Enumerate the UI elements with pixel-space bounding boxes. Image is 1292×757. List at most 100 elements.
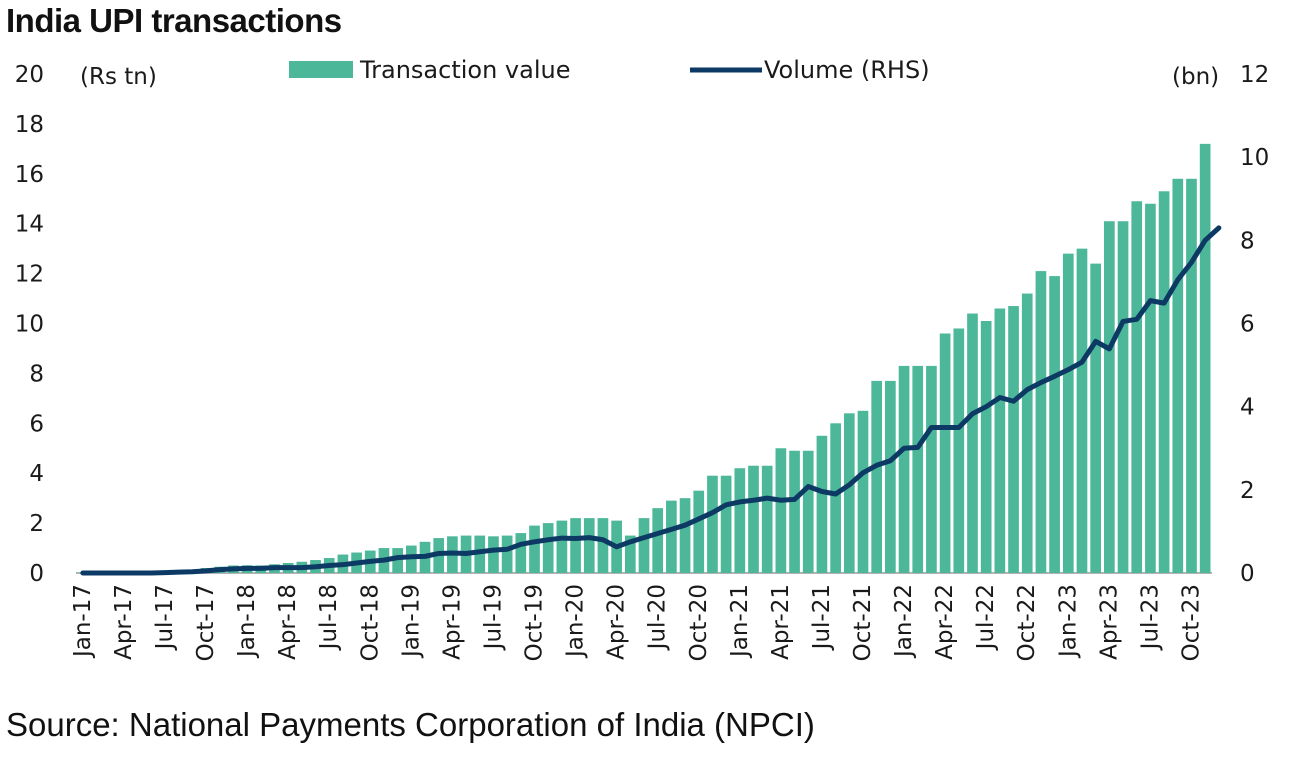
bar	[638, 518, 650, 573]
bar	[693, 490, 705, 573]
x-tick-label: Apr-18	[275, 584, 301, 660]
bar	[1076, 248, 1088, 573]
x-tick-label: Apr-21	[768, 584, 794, 660]
bar	[1199, 143, 1211, 574]
bar	[488, 536, 499, 573]
bar	[1035, 271, 1047, 573]
bar	[748, 465, 759, 573]
bar	[529, 525, 540, 573]
x-tick-label: Apr-19	[439, 584, 465, 660]
left-tick-label: 12	[15, 262, 44, 288]
x-tick-label: Jul-23	[1137, 584, 1163, 651]
volume-line	[80, 225, 1222, 576]
bar	[1090, 263, 1101, 573]
left-tick-label: 16	[15, 162, 44, 188]
left-tick-label: 20	[15, 62, 44, 88]
bar	[1145, 203, 1156, 574]
x-tick-label: Jan-17	[70, 584, 96, 659]
left-axis-ticks: 0 2 4 6 8 10 12 14 16 18 20	[15, 62, 44, 587]
bar	[953, 328, 965, 573]
right-axis-unit: (bn)	[1172, 64, 1219, 90]
x-tick-label: Oct-18	[357, 584, 383, 661]
left-tick-label: 14	[15, 212, 44, 238]
right-tick-label: 12	[1240, 62, 1269, 88]
bar	[597, 518, 609, 573]
chart-title: India UPI transactions	[6, 2, 342, 39]
x-tick-label: Jan-19	[398, 584, 424, 659]
bar	[1062, 253, 1074, 573]
x-tick-label: Jan-22	[891, 584, 917, 659]
x-tick-label: Jan-20	[563, 584, 589, 659]
bar	[666, 500, 677, 573]
line-series	[80, 225, 1222, 576]
x-tick-label: Apr-23	[1096, 584, 1122, 660]
x-axis-ticks: Jan-17 Apr-17 Jul-17 Oct-17 Jan-18 Apr-18 Jul-…	[70, 584, 1205, 661]
x-tick-label: Oct-20	[686, 584, 712, 661]
x-tick-label: Jul-21	[809, 584, 835, 651]
bar	[679, 498, 691, 573]
left-tick-label: 6	[29, 411, 44, 437]
bar	[857, 410, 869, 573]
bar	[624, 535, 636, 573]
legend-label-volume: Volume (RHS)	[764, 56, 930, 84]
legend-label-value: Transaction value	[359, 56, 570, 84]
right-tick-label: 6	[1240, 312, 1255, 338]
right-tick-label: 4	[1240, 395, 1255, 421]
bar	[1008, 306, 1019, 573]
x-tick-label: Oct-17	[193, 584, 219, 661]
bar	[501, 535, 513, 573]
bar	[898, 365, 910, 573]
chart: 0 2 4 6 8 10 12 14 16 18 20 0 2 4 6 8 10 12 Jan-17 Apr-17…	[15, 56, 1270, 661]
x-tick-label: Jan-23	[1055, 584, 1081, 659]
x-tick-label: Jan-21	[727, 584, 753, 659]
bar	[994, 308, 1006, 573]
bar	[761, 465, 773, 573]
x-tick-label: Oct-23	[1178, 584, 1204, 661]
x-tick-label: Oct-21	[850, 584, 876, 661]
bar	[967, 313, 978, 573]
x-tick-label: Jul-18	[316, 584, 342, 651]
bar	[734, 468, 746, 573]
bar	[885, 380, 896, 573]
bar	[912, 365, 924, 573]
left-tick-label: 4	[29, 461, 44, 487]
x-tick-label: Apr-20	[604, 584, 630, 660]
x-tick-label: Jan-18	[234, 584, 260, 659]
bar	[980, 321, 992, 573]
bar	[830, 423, 841, 573]
legend: Transaction value Volume (RHS)	[289, 56, 930, 84]
left-tick-label: 2	[29, 511, 44, 537]
bar	[583, 518, 595, 573]
bar	[1158, 191, 1170, 573]
bar	[556, 520, 568, 573]
left-tick-label: 0	[29, 561, 44, 587]
left-tick-label: 10	[15, 312, 44, 338]
bar	[392, 548, 403, 573]
legend-bar-swatch	[289, 61, 353, 78]
bar	[652, 508, 664, 573]
x-tick-label: Jul-20	[645, 584, 671, 651]
right-tick-label: 8	[1240, 228, 1255, 254]
bar-series	[77, 143, 1211, 574]
right-tick-label: 10	[1240, 145, 1269, 171]
right-tick-label: 0	[1240, 561, 1255, 587]
bar	[939, 333, 951, 573]
left-tick-label: 8	[29, 361, 44, 387]
bar	[542, 523, 554, 573]
bar	[802, 450, 814, 573]
bar	[720, 475, 732, 573]
right-tick-label: 2	[1240, 478, 1255, 504]
left-tick-label: 18	[15, 112, 44, 138]
x-tick-label: Oct-19	[522, 584, 548, 661]
x-tick-label: Oct-22	[1014, 584, 1040, 661]
bar	[1172, 178, 1184, 574]
x-tick-label: Jul-22	[973, 584, 999, 651]
bar	[1131, 201, 1143, 573]
bar	[1186, 178, 1197, 574]
bar	[570, 518, 581, 573]
bar	[1049, 276, 1060, 573]
bar	[789, 450, 800, 573]
right-axis-ticks: 0 2 4 6 8 10 12	[1240, 62, 1269, 587]
bar	[1104, 221, 1115, 573]
x-tick-label: Jul-17	[152, 584, 178, 651]
